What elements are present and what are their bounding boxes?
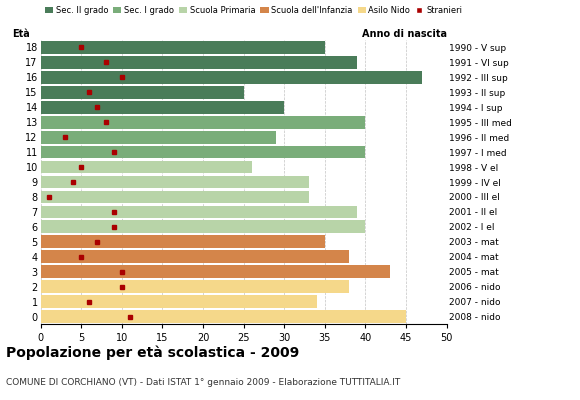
Bar: [41, 86, 244, 99]
Bar: [41, 265, 390, 278]
Bar: [41, 131, 276, 144]
Bar: [41, 295, 317, 308]
Legend: Sec. II grado, Sec. I grado, Scuola Primaria, Scuola dell'Infanzia, Asilo Nido, : Sec. II grado, Sec. I grado, Scuola Prim…: [45, 6, 462, 15]
Bar: [41, 176, 309, 188]
Bar: [41, 146, 365, 158]
Bar: [41, 206, 357, 218]
Bar: [41, 71, 422, 84]
Bar: [41, 190, 309, 203]
Bar: [41, 250, 349, 263]
Bar: [41, 116, 365, 128]
Bar: [41, 101, 284, 114]
Text: COMUNE DI CORCHIANO (VT) - Dati ISTAT 1° gennaio 2009 - Elaborazione TUTTITALIA.: COMUNE DI CORCHIANO (VT) - Dati ISTAT 1°…: [6, 378, 400, 387]
Bar: [41, 41, 325, 54]
Text: Popolazione per età scolastica - 2009: Popolazione per età scolastica - 2009: [6, 346, 299, 360]
Bar: [41, 236, 325, 248]
Bar: [41, 310, 406, 323]
Bar: [41, 56, 357, 69]
Bar: [41, 220, 365, 233]
Text: Anno di nascita: Anno di nascita: [361, 30, 447, 40]
Bar: [41, 280, 349, 293]
Text: Età: Età: [12, 30, 30, 40]
Bar: [41, 161, 252, 174]
